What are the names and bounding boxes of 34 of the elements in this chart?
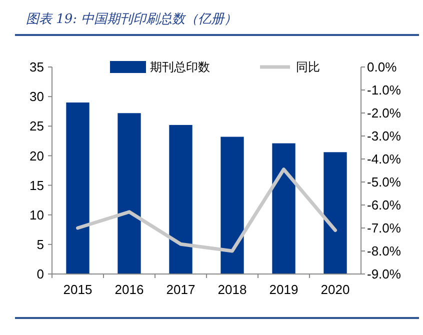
bar (169, 124, 192, 274)
chart-title: 图表 19: 中国期刊印刷总数（亿册） (26, 12, 238, 27)
y-tick-label: 5 (36, 236, 44, 252)
bar (220, 136, 244, 274)
y-tick-label: 30 (30, 89, 44, 104)
y2-tick-label: -2.0% (367, 106, 402, 121)
y2-tick-label: -3.0% (367, 128, 402, 144)
x-tick-label: 2019 (269, 282, 298, 297)
y-tick-label: 20 (30, 148, 44, 164)
y-tick-label: 35 (30, 60, 44, 75)
bar (324, 152, 347, 274)
y2-tick-label: -4.0% (367, 152, 402, 167)
y-tick-label: 25 (30, 118, 44, 134)
y2-tick-label: 0.0% (367, 60, 398, 75)
y2-tick-label: -5.0% (367, 174, 402, 190)
legend-label: 期刊总印数 (150, 60, 210, 74)
y-tick-label: 15 (30, 178, 44, 193)
y2-tick-label: -7.0% (367, 220, 402, 236)
bar (118, 113, 141, 274)
y2-tick-label: -6.0% (367, 198, 402, 213)
legend-label: 同比 (296, 60, 320, 74)
y2-tick-label: -9.0% (367, 266, 402, 282)
y-tick-label: 10 (30, 207, 44, 222)
bar (66, 102, 90, 274)
x-tick-label: 2015 (63, 282, 92, 297)
x-tick-label: 2016 (114, 282, 144, 297)
y2-tick-label: -8.0% (367, 244, 402, 259)
x-tick-label: 2018 (218, 282, 247, 297)
line-series (76, 168, 337, 253)
x-tick-label: 2017 (166, 282, 196, 297)
bar (272, 143, 296, 274)
y-tick-label: 0 (36, 266, 44, 282)
x-tick-label: 2020 (320, 282, 350, 297)
y2-tick-label: -1.0% (367, 82, 402, 98)
